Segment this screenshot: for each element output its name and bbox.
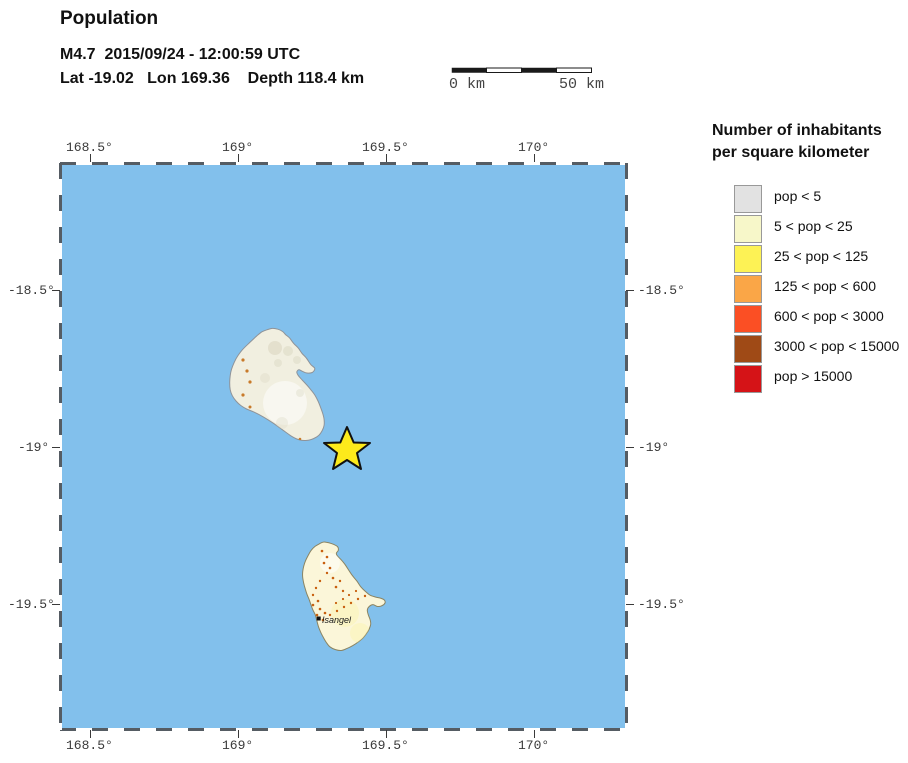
svg-text:Isangel: Isangel (322, 615, 352, 625)
